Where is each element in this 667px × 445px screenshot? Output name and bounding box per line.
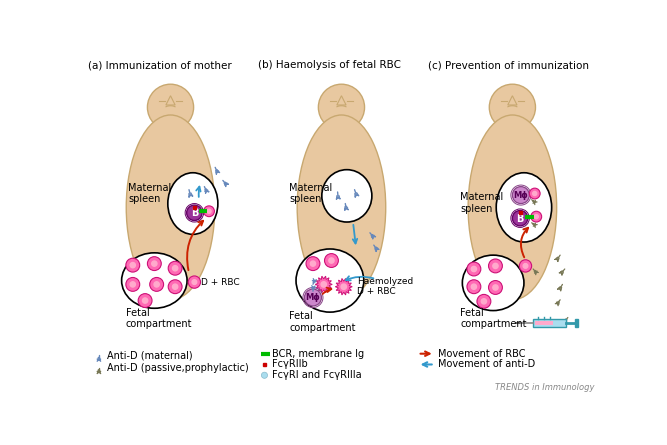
Bar bbox=[193, 206, 196, 209]
Circle shape bbox=[207, 209, 211, 213]
Text: Maternal
spleen: Maternal spleen bbox=[460, 192, 504, 214]
Text: TRENDS in Immunology: TRENDS in Immunology bbox=[496, 383, 595, 392]
Circle shape bbox=[318, 84, 365, 130]
Circle shape bbox=[512, 210, 528, 226]
Text: BCR, membrane Ig: BCR, membrane Ig bbox=[272, 349, 364, 359]
Circle shape bbox=[306, 257, 320, 271]
Circle shape bbox=[482, 299, 486, 304]
Circle shape bbox=[488, 259, 502, 273]
Ellipse shape bbox=[462, 255, 524, 311]
Circle shape bbox=[493, 285, 498, 290]
Text: Haemolyzed
D + RBC: Haemolyzed D + RBC bbox=[357, 277, 413, 296]
Text: Maternal
spleen: Maternal spleen bbox=[128, 183, 171, 204]
Text: Movement of anti-D: Movement of anti-D bbox=[438, 360, 535, 369]
Circle shape bbox=[138, 294, 152, 307]
Circle shape bbox=[329, 258, 334, 263]
Polygon shape bbox=[315, 276, 332, 293]
Circle shape bbox=[477, 295, 491, 308]
Text: (b) Haemolysis of fetal RBC: (b) Haemolysis of fetal RBC bbox=[257, 61, 400, 70]
Text: B: B bbox=[516, 214, 524, 223]
Text: D + RBC: D + RBC bbox=[201, 278, 239, 287]
Circle shape bbox=[187, 205, 202, 220]
Bar bbox=[575, 319, 578, 327]
Ellipse shape bbox=[468, 115, 557, 300]
Text: FcγRI and FcγRIIIa: FcγRI and FcγRIIIa bbox=[272, 370, 362, 380]
Ellipse shape bbox=[496, 173, 552, 242]
Ellipse shape bbox=[126, 115, 215, 300]
Text: Mϕ: Mϕ bbox=[514, 191, 528, 200]
Circle shape bbox=[188, 276, 201, 288]
Text: Movement of RBC: Movement of RBC bbox=[438, 349, 525, 359]
Circle shape bbox=[321, 282, 326, 287]
Circle shape bbox=[147, 257, 161, 271]
Text: FcγRIIb: FcγRIIb bbox=[272, 360, 308, 369]
Circle shape bbox=[523, 263, 528, 268]
Circle shape bbox=[493, 263, 498, 268]
Circle shape bbox=[168, 261, 182, 275]
Circle shape bbox=[310, 261, 315, 266]
Circle shape bbox=[151, 261, 157, 266]
Circle shape bbox=[192, 280, 197, 284]
Circle shape bbox=[173, 284, 178, 289]
Circle shape bbox=[530, 188, 540, 199]
Circle shape bbox=[203, 206, 214, 217]
Ellipse shape bbox=[121, 253, 187, 308]
Circle shape bbox=[488, 280, 502, 295]
Circle shape bbox=[261, 372, 267, 378]
Circle shape bbox=[149, 278, 163, 291]
Text: Anti-D (maternal): Anti-D (maternal) bbox=[107, 350, 192, 360]
Circle shape bbox=[147, 84, 193, 130]
Text: Anti-D (passive,prophylactic): Anti-D (passive,prophylactic) bbox=[107, 363, 248, 372]
Circle shape bbox=[490, 84, 536, 130]
Circle shape bbox=[168, 280, 182, 294]
Circle shape bbox=[531, 211, 542, 222]
Circle shape bbox=[173, 266, 178, 271]
Text: B: B bbox=[191, 208, 198, 218]
Text: (a) Immunization of mother: (a) Immunization of mother bbox=[88, 61, 232, 70]
Ellipse shape bbox=[297, 115, 386, 300]
Circle shape bbox=[126, 258, 139, 272]
Ellipse shape bbox=[296, 249, 364, 312]
Bar bbox=[263, 363, 266, 366]
Circle shape bbox=[467, 280, 481, 294]
Ellipse shape bbox=[168, 173, 218, 235]
Circle shape bbox=[154, 282, 159, 287]
Circle shape bbox=[472, 267, 476, 271]
Text: Mϕ: Mϕ bbox=[305, 293, 320, 302]
Circle shape bbox=[472, 284, 476, 289]
Circle shape bbox=[341, 284, 346, 289]
Circle shape bbox=[130, 263, 135, 268]
Circle shape bbox=[534, 214, 538, 218]
Text: Maternal
spleen: Maternal spleen bbox=[289, 183, 332, 204]
Circle shape bbox=[325, 254, 338, 267]
Circle shape bbox=[533, 191, 537, 196]
Bar bbox=[518, 211, 522, 214]
Circle shape bbox=[126, 278, 139, 291]
Circle shape bbox=[143, 298, 147, 303]
Bar bbox=[536, 320, 554, 325]
Circle shape bbox=[467, 262, 481, 276]
Ellipse shape bbox=[321, 170, 372, 222]
Text: Fetal
compartment: Fetal compartment bbox=[126, 307, 192, 329]
Text: Fetal
compartment: Fetal compartment bbox=[289, 312, 356, 333]
Polygon shape bbox=[336, 279, 352, 295]
Text: Fetal
compartment: Fetal compartment bbox=[460, 307, 526, 329]
Bar bbox=[533, 319, 566, 327]
Circle shape bbox=[512, 186, 530, 203]
Circle shape bbox=[130, 282, 135, 287]
Circle shape bbox=[520, 260, 532, 272]
Text: (c) Prevention of immunization: (c) Prevention of immunization bbox=[428, 61, 590, 70]
Circle shape bbox=[305, 289, 321, 306]
